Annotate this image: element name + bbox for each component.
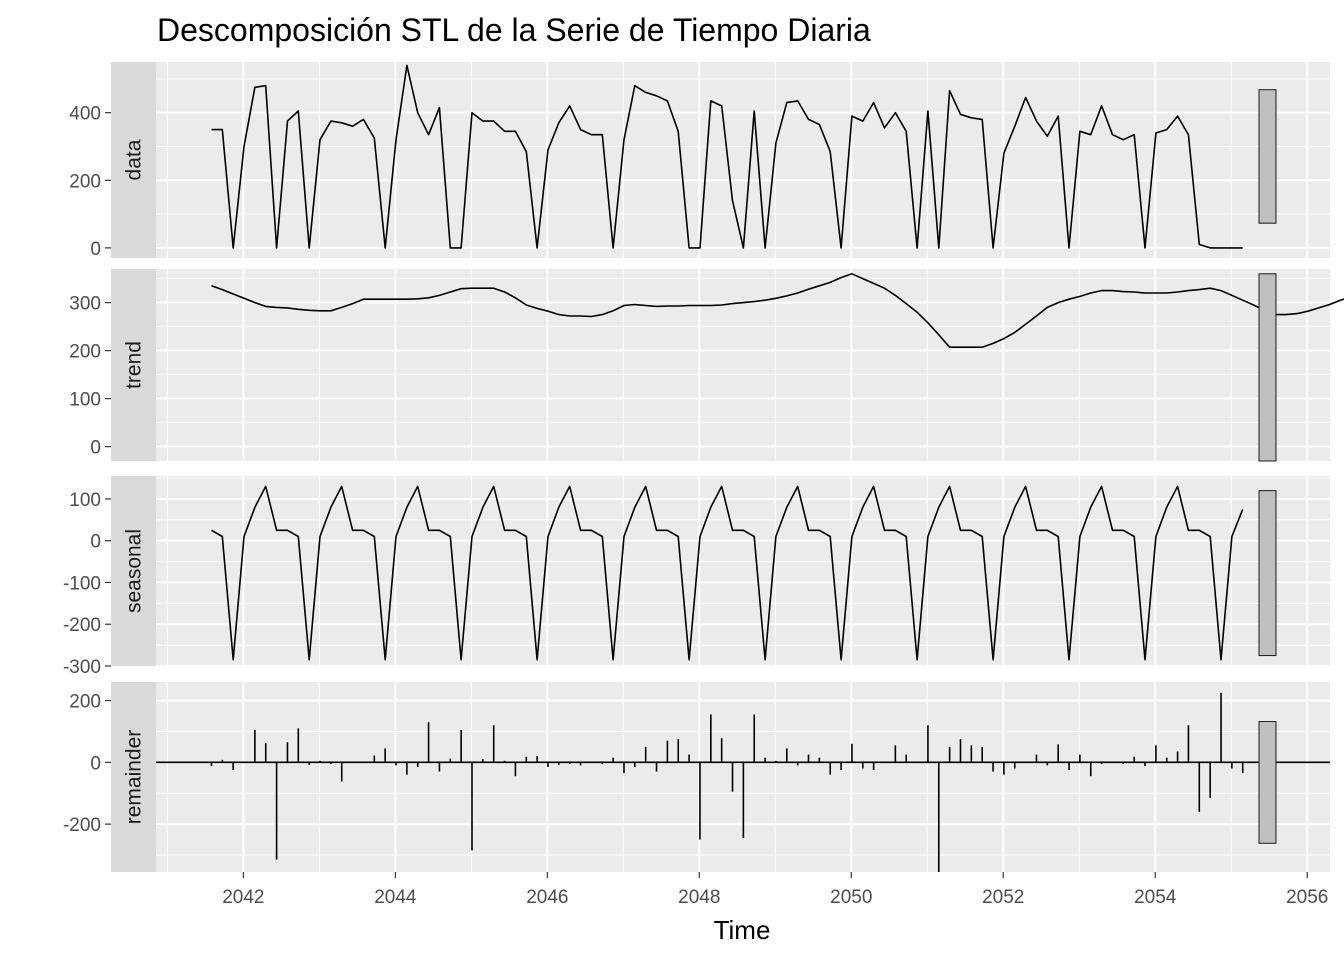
y-tick-label: 400: [69, 104, 101, 125]
y-tick-label: 0: [90, 438, 101, 459]
x-tick-label: 2050: [830, 887, 872, 908]
chart-title: Descomposición STL de la Serie de Tiempo…: [157, 12, 871, 48]
x-tick-label: 2048: [678, 887, 720, 908]
y-tick-label: 0: [90, 753, 101, 774]
x-axis-title: Time: [714, 915, 771, 945]
strip-label-data: data: [123, 139, 146, 180]
x-tick-label: 2044: [374, 887, 417, 908]
panel-remainder: -200 0 200 remainder: [63, 682, 1330, 872]
y-tick-label: -200: [63, 815, 101, 836]
strip-background: [111, 269, 156, 461]
y-tick-label: 100: [69, 490, 101, 511]
panel-background: [156, 476, 1330, 666]
panel-data: 0 200 400 data: [69, 62, 1330, 260]
y-tick-label: -300: [63, 657, 101, 678]
y-tick-label: -200: [63, 615, 101, 636]
x-tick-label: 2054: [1134, 887, 1177, 908]
y-tick-label: 200: [69, 171, 101, 192]
strip-label-seasonal: seasonal: [123, 529, 146, 613]
y-tick-label: 200: [69, 692, 101, 713]
strip-background: [111, 476, 156, 666]
y-tick-label: 0: [90, 532, 101, 553]
strip-background: [111, 62, 156, 258]
y-tick-label: 100: [69, 390, 101, 411]
seasonal-series-line: [211, 485, 1244, 661]
x-tick-label: 2046: [526, 887, 568, 908]
range-scale-bar: [1258, 490, 1277, 657]
x-axis: 2042 2044 2046 2048 2050 2052 2054 2056: [222, 872, 1328, 908]
range-scale-bar: [1258, 89, 1277, 224]
strip-label-remainder: remainder: [123, 730, 146, 825]
panel-trend: 0 100 200 300 trend: [69, 269, 1344, 462]
panel-background: [156, 62, 1330, 258]
y-tick-label: -100: [63, 573, 101, 594]
x-tick-label: 2042: [222, 887, 264, 908]
panel-seasonal: -300 -200 -100 0 100 seasonal: [63, 476, 1330, 678]
trend-series-line: [211, 272, 1344, 349]
strip-label-trend: trend: [123, 341, 146, 389]
y-tick-label: 300: [69, 294, 101, 315]
y-tick-label: 0: [90, 239, 101, 260]
strip-background: [111, 682, 156, 872]
y-tick-label: 200: [69, 342, 101, 363]
chart-panels: 0 200 400 data 0 100 200 300 trend -300 -200 -100 0 1…: [63, 62, 1344, 872]
range-scale-bar: [1258, 721, 1277, 844]
range-scale-bar: [1258, 273, 1277, 462]
x-tick-label: 2052: [982, 887, 1024, 908]
x-tick-label: 2056: [1286, 887, 1328, 908]
panel-background: [156, 269, 1330, 461]
data-series-line: [211, 64, 1243, 249]
